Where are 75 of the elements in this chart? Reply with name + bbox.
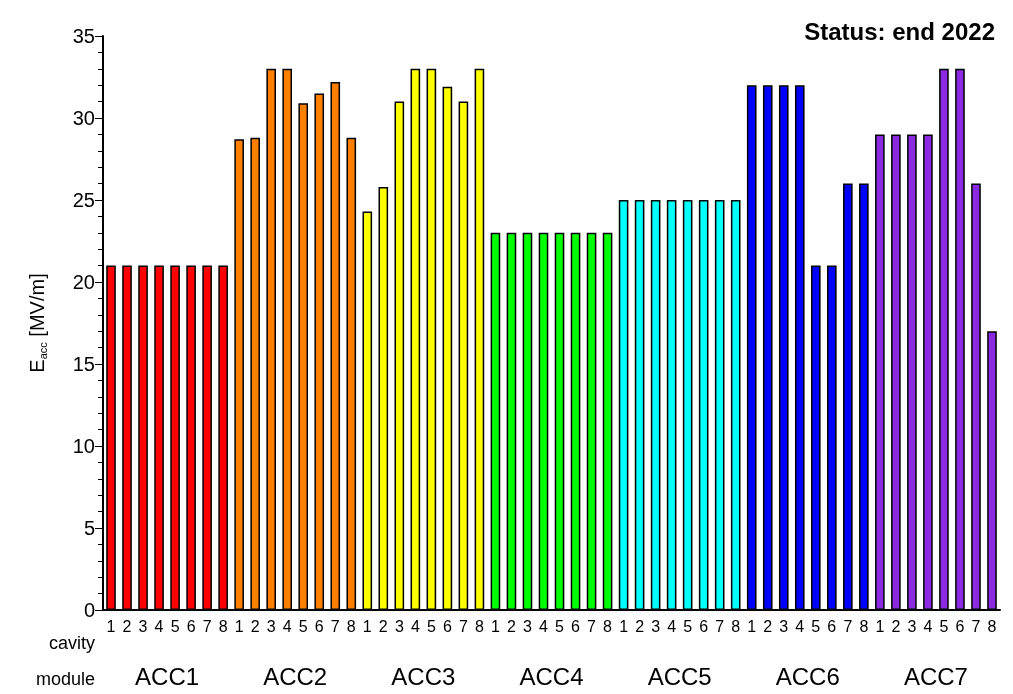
x-tick-label: 8 [859, 617, 869, 635]
x-tick-label: 3 [651, 617, 661, 635]
x-tick-label: 8 [346, 617, 356, 635]
y-tick-label: 15 [72, 353, 95, 375]
x-tick-label: 5 [811, 617, 821, 635]
y-tick-label: 5 [83, 517, 95, 539]
text: ACC7 [903, 662, 968, 690]
x-tick-label: 4 [410, 617, 420, 635]
x-tick-label: 3 [394, 617, 404, 635]
y-tick-label: 20 [72, 271, 95, 293]
y-tick-label: 35 [72, 25, 95, 47]
x-tick-label: 6 [571, 617, 581, 635]
x-tick-label: 2 [507, 617, 516, 635]
x-tick-label: 3 [907, 617, 917, 635]
text: ACC4 [519, 662, 584, 690]
text: ACC6 [775, 662, 840, 690]
x-tick-label: 2 [122, 617, 132, 635]
x-tick-label: 4 [795, 617, 805, 635]
x-tick-label: 1 [106, 617, 116, 635]
x-tick-label: 5 [298, 617, 308, 635]
x-tick-label: 4 [923, 617, 933, 635]
x-tick-label: 8 [474, 617, 484, 635]
y-tick-label: 10 [72, 435, 95, 457]
x-tick-label: 1 [875, 617, 885, 635]
x-tick-label: 7 [330, 617, 340, 635]
y-tick-label: 25 [72, 189, 95, 211]
x-tick-label: 1 [747, 617, 757, 635]
x-tick-label: 8 [987, 617, 997, 635]
x-tick-label: 5 [426, 617, 436, 635]
x-tick-label: 6 [955, 617, 965, 635]
x-tick-label: 2 [763, 617, 773, 635]
x-tick-label: 7 [202, 617, 212, 635]
x-tick-label: 1 [490, 617, 500, 635]
x-tick-label: 5 [683, 617, 693, 635]
x-tick-label: 3 [779, 617, 789, 635]
x-tick-label: 1 [362, 617, 372, 635]
x-tick-label: 3 [266, 617, 276, 635]
x-tick-label: 8 [218, 617, 228, 635]
x-tick-label: 7 [458, 617, 468, 635]
x-tick-label: 2 [250, 617, 260, 635]
chart-title: Status: end 2022 [804, 17, 995, 45]
x-tick-label: 5 [555, 617, 565, 635]
x-tick-label: 2 [635, 617, 645, 635]
x-tick-label: 4 [667, 617, 677, 635]
x-tick-label: 1 [619, 617, 629, 635]
x-tick-label: 1 [234, 617, 244, 635]
x-tick-label: 8 [731, 617, 741, 635]
text: module [35, 669, 95, 689]
x-tick-label: 8 [603, 617, 613, 635]
x-axis-title: cavity [48, 633, 95, 653]
text: ACC5 [647, 662, 712, 690]
x-tick-label: 6 [699, 617, 709, 635]
x-tick-label: 2 [891, 617, 901, 635]
x-tick-label: 6 [186, 617, 196, 635]
x-tick-label: 6 [314, 617, 324, 635]
x-tick-label: 3 [523, 617, 533, 635]
x-tick-label: 4 [539, 617, 549, 635]
x-tick-label: 7 [971, 617, 981, 635]
x-tick-label: 5 [170, 617, 180, 635]
x-tick-label: 5 [939, 617, 949, 635]
y-tick-label: 0 [83, 599, 95, 621]
x-tick-label: 4 [282, 617, 292, 635]
x-tick-label: 2 [378, 617, 388, 635]
x-tick-label: 7 [715, 617, 725, 635]
y-tick-label: 30 [72, 107, 95, 129]
x-tick-label: 7 [587, 617, 597, 635]
y-axis-title: Eacc [MV/m] [25, 273, 49, 373]
text: ACC1 [135, 662, 200, 690]
text: ACC2 [263, 662, 328, 690]
x-tick-label: 3 [138, 617, 148, 635]
x-tick-label: 7 [843, 617, 853, 635]
x-tick-label: 4 [154, 617, 164, 635]
text: ACC3 [391, 662, 456, 690]
x-tick-label: 6 [442, 617, 452, 635]
x-tick-label: 6 [827, 617, 837, 635]
